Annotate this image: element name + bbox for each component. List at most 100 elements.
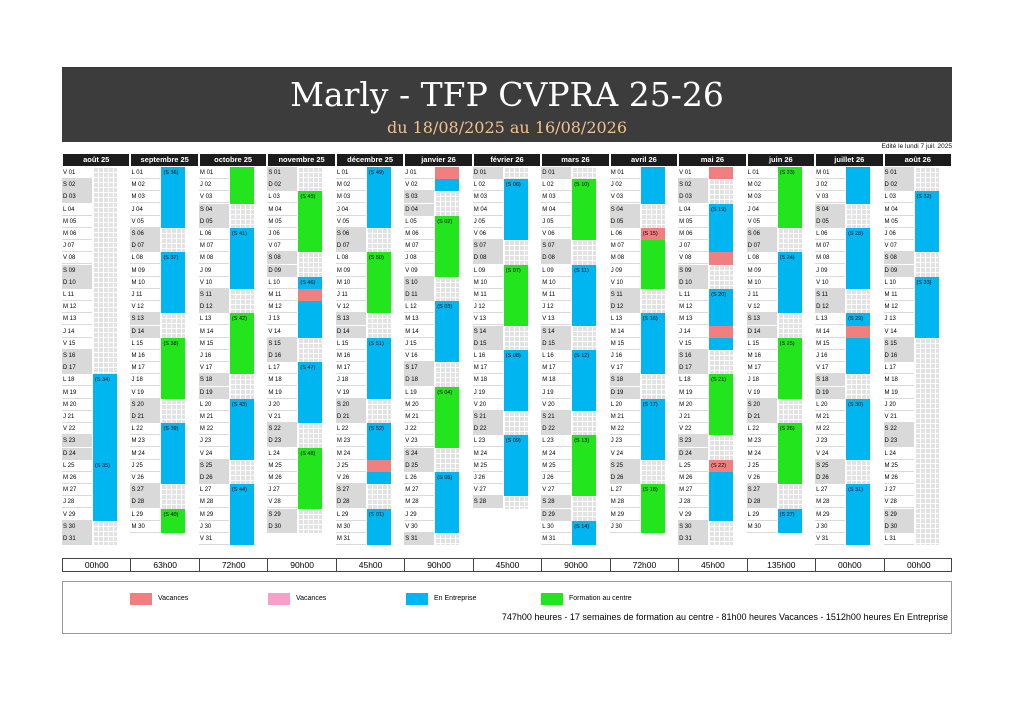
day-label: M 08 — [198, 252, 229, 265]
day-label: D 29 — [541, 508, 572, 521]
day-label: M 03 — [472, 191, 503, 204]
day-label: J 14 — [678, 325, 709, 338]
month-total: 00h00 — [63, 559, 132, 571]
legend-label-entreprise: En Entreprise — [434, 595, 477, 602]
day-label: V 27 — [472, 484, 503, 497]
day-label: M 07 — [198, 240, 229, 253]
week-number: (S 01) — [368, 511, 384, 518]
day-label: M 02 — [335, 179, 366, 192]
week-off-block — [572, 325, 597, 350]
day-label: J 11 — [746, 289, 777, 301]
day-label: D 19 — [609, 386, 640, 399]
period-block-entreprise — [846, 167, 871, 204]
day-label: V 13 — [541, 313, 572, 326]
week-off-block — [503, 167, 528, 180]
day-label: M 05 — [678, 215, 709, 228]
totals-row: 00h00 63h00 72h00 90h00 45h00 90h00 45h00 90h00… — [62, 558, 952, 572]
day-label: M 17 — [130, 362, 161, 375]
day-label: D 16 — [267, 350, 298, 362]
day-label: V 01 — [678, 167, 709, 179]
day-label: V 22 — [678, 423, 709, 436]
day-label: J 30 — [815, 520, 846, 533]
day-label: M 06 — [678, 228, 709, 240]
day-label: M 27 — [404, 484, 435, 497]
week-off-block — [435, 447, 460, 472]
day-label: V 24 — [609, 447, 640, 460]
legend-label-vacances: Vacances — [158, 595, 189, 602]
period-block-entreprise — [709, 472, 734, 521]
day-label: D 12 — [815, 301, 846, 314]
day-label: V 07 — [267, 240, 298, 253]
week-number: (S 15) — [642, 231, 658, 237]
week-number: (S 52) — [368, 426, 384, 433]
day-label: J 23 — [609, 435, 640, 448]
week-number: (S 24) — [779, 255, 795, 262]
week-off-block — [435, 191, 460, 216]
week-number: (S 33) — [916, 279, 932, 286]
day-label: S 23 — [678, 435, 709, 448]
day-label: M 17 — [335, 362, 366, 375]
day-label: S 25 — [198, 459, 229, 472]
day-label: D 14 — [130, 325, 161, 338]
day-label: L 03 — [883, 191, 914, 204]
week-off-block — [709, 350, 734, 375]
day-label: S 09 — [678, 264, 709, 277]
month-total: 45h00 — [474, 559, 543, 571]
month-header: mars 26 — [542, 154, 609, 166]
week-off-block — [93, 167, 117, 375]
day-label: J 16 — [815, 350, 846, 362]
period-block-entreprise — [298, 276, 323, 289]
day-label: M 16 — [335, 350, 366, 362]
day-label: M 24 — [335, 447, 366, 460]
day-label: M 12 — [62, 301, 92, 314]
day-label: L 06 — [815, 228, 846, 240]
day-label: J 08 — [404, 252, 435, 265]
day-label: D 10 — [678, 276, 709, 289]
day-label: M 13 — [62, 313, 92, 326]
period-block-entreprise — [503, 350, 528, 411]
week-off-block — [366, 484, 391, 509]
day-label: M 05 — [62, 215, 92, 228]
day-label: S 11 — [815, 289, 846, 301]
week-number: (S 32) — [916, 194, 932, 201]
period-block-entreprise — [709, 289, 734, 326]
day-label: L 25 — [62, 459, 92, 472]
day-label: V 26 — [335, 472, 366, 484]
day-label: J 26 — [472, 472, 503, 484]
day-label: D 05 — [609, 215, 640, 228]
week-off-block — [914, 252, 939, 277]
day-label: M 15 — [815, 337, 846, 350]
day-label: V 20 — [541, 398, 572, 411]
day-label: J 19 — [472, 386, 503, 399]
day-label: L 17 — [883, 362, 914, 375]
week-off-block — [709, 435, 734, 460]
day-label: M 23 — [746, 435, 777, 448]
day-label: J 04 — [335, 203, 366, 216]
day-label: S 06 — [130, 228, 161, 240]
day-label: V 06 — [472, 228, 503, 240]
day-label: M 10 — [746, 276, 777, 289]
week-off-block — [161, 398, 186, 424]
day-label: M 04 — [267, 203, 298, 216]
day-label: S 10 — [404, 276, 435, 289]
day-label: M 20 — [62, 398, 92, 411]
day-label: V 19 — [746, 386, 777, 399]
day-label: D 15 — [472, 337, 503, 350]
day-label: M 18 — [883, 374, 914, 387]
period-block-entreprise — [640, 313, 665, 375]
week-number: (S 35) — [95, 462, 110, 469]
week-number: (S 13) — [574, 438, 590, 445]
week-off-block — [914, 167, 939, 192]
day-label: S 14 — [541, 325, 572, 338]
week-off-block — [298, 252, 323, 277]
day-label: S 09 — [62, 264, 92, 277]
day-label: L 15 — [746, 337, 777, 350]
day-label: L 15 — [335, 337, 366, 350]
period-block-formation — [435, 386, 460, 448]
week-off-block — [777, 313, 802, 338]
week-number: (S 38) — [163, 340, 179, 347]
day-label: V 06 — [541, 228, 572, 240]
day-label: J 28 — [62, 496, 92, 509]
day-label: D 30 — [883, 520, 914, 533]
day-label: M 26 — [62, 472, 92, 484]
